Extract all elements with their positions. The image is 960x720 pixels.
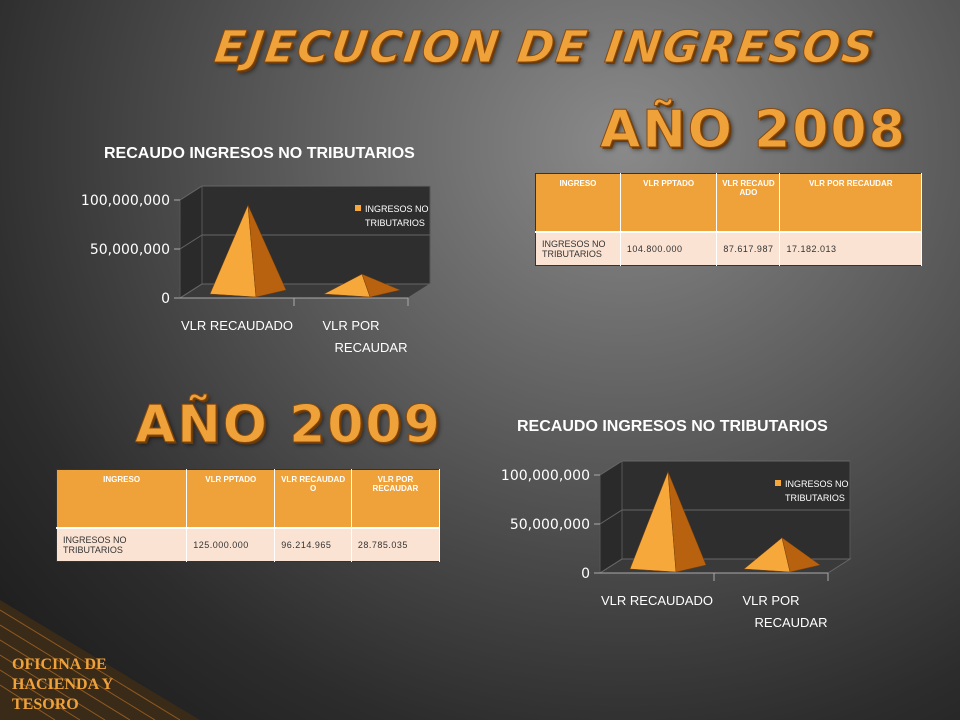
chart-2008-ytick-label: 0: [161, 291, 170, 307]
chart-2009-pyramid-face-right: [667, 471, 707, 573]
table-2008-cell-ingreso: INGRESOS NO TRIBUTARIOS: [535, 232, 621, 266]
chart-2008-grid-side-1: [179, 234, 203, 250]
chart-2009-legend-swatch: [775, 480, 781, 486]
chart-2009-legend-label: INGRESOS NO: [785, 479, 849, 489]
table-2009-cell-pptado: 125.000.000: [186, 528, 276, 562]
chart-2009-pyramid-bar: [743, 537, 821, 573]
chart-2008: 0 50,000,000 100,000,000 VLR RECAUDADO VLR P…: [81, 185, 432, 355]
chart-2008-legend-swatch: [355, 205, 361, 211]
chart-2008-ytick-label: 50,000,000: [90, 242, 170, 258]
year-2008-heading: AÑO 2008: [600, 100, 907, 161]
chart-2009-pyramid-bar: [629, 471, 707, 573]
table-2009-cell-recaudado: 96.214.965: [274, 528, 352, 562]
table-2008: INGRESO VLR PPTADO VLR RECAUDADO VLR POR…: [535, 173, 922, 266]
chart-2009-category-label: RECAUDAR: [755, 615, 828, 630]
chart-2009-ytick-label: 0: [581, 566, 590, 582]
chart-2009-ytick-label: 100,000,000: [501, 468, 590, 484]
chart-2009-pyramid-face-right: [781, 537, 821, 573]
chart-2009-legend-label: TRIBUTARIOS: [785, 493, 845, 503]
chart-2008-grid-side-0: [179, 283, 203, 299]
chart-2009-category-label: VLR RECAUDADO: [601, 593, 713, 608]
chart-2008-pyramid-face-right: [247, 205, 287, 298]
table-row: INGRESOS NO TRIBUTARIOS 125.000.000 96.2…: [56, 528, 441, 562]
chart-2009-ytick-label: 50,000,000: [510, 517, 590, 533]
table-2009-cell-ingreso: INGRESOS NO TRIBUTARIOS: [56, 528, 188, 562]
table-2008-header-pptado: VLR PPTADO: [620, 173, 718, 233]
footer-office-name: OFICINA DE HACIENDA Y TESORO: [12, 656, 113, 713]
table-row: INGRESOS NO TRIBUTARIOS 104.800.000 87.6…: [535, 232, 922, 266]
chart-2008-category-label: VLR RECAUDADO: [181, 318, 293, 333]
chart-2008-pyramid-bar: [323, 273, 401, 298]
chart-2008-legend-label: TRIBUTARIOS: [365, 218, 425, 228]
table-2008-cell-pptado: 104.800.000: [620, 232, 718, 266]
table-2009: INGRESO VLR PPTADO VLR RECAUDADO VLR POR…: [56, 469, 441, 562]
year-2009-heading: AÑO 2009: [135, 395, 442, 456]
table-2008-cell-por-recaudar: 17.182.013: [779, 232, 922, 266]
table-2009-cell-por-recaudar: 28.785.035: [351, 528, 441, 562]
chart-2009: 0 50,000,000 100,000,000 VLR RECAUDADO VLR P…: [501, 460, 852, 630]
table-2009-header-ingreso: INGRESO: [56, 469, 188, 529]
chart-2009-grid-side-1: [599, 509, 623, 525]
table-2008-header-por-recaudar: VLR POR RECAUDAR: [779, 173, 922, 233]
chart-2008-title: RECAUDO INGRESOS NO TRIBUTARIOS: [104, 145, 415, 162]
chart-2008-grid-side-2: [179, 185, 203, 201]
chart-2008-pyramid-face-right: [361, 273, 401, 298]
chart-2008-category-label: VLR POR: [322, 318, 379, 333]
slide-title: EJECUCION DE INGRESOS: [211, 22, 880, 74]
table-2009-header-pptado: VLR PPTADO: [186, 469, 276, 529]
table-2009-header-recaudado: VLR RECAUDADO: [274, 469, 352, 529]
chart-2009-category-label: VLR POR: [742, 593, 799, 608]
chart-2008-pyramid-bar: [209, 205, 287, 298]
chart-2009-title: RECAUDO INGRESOS NO TRIBUTARIOS: [517, 418, 828, 435]
chart-2008-ytick-label: 100,000,000: [81, 193, 170, 209]
chart-2009-grid-side-0: [599, 558, 623, 574]
table-2008-header-recaudado: VLR RECAUDADO: [716, 173, 781, 233]
chart-2009-grid-side-2: [599, 460, 623, 476]
chart-2008-category-label: RECAUDAR: [335, 340, 408, 355]
table-2008-header-ingreso: INGRESO: [535, 173, 621, 233]
table-2009-header-por-recaudar: VLR POR RECAUDAR: [351, 469, 441, 529]
corner-decoration: [0, 600, 200, 720]
table-2008-cell-recaudado: 87.617.987: [716, 232, 781, 266]
chart-2008-legend-label: INGRESOS NO: [365, 204, 429, 214]
